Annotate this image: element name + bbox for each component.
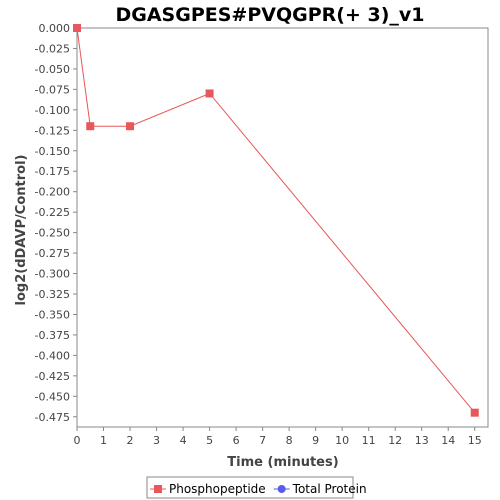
y-axis-label: log2(dDAVP/Control)	[14, 155, 29, 306]
y-tick-label: -0.475	[35, 411, 70, 424]
x-tick-label: 15	[468, 434, 482, 447]
y-tick-label: -0.325	[35, 288, 70, 301]
data-point	[86, 122, 95, 131]
x-tick-label: 6	[233, 434, 240, 447]
x-tick-label: 14	[441, 434, 455, 447]
x-tick-label: 0	[74, 434, 81, 447]
data-point	[73, 24, 81, 32]
y-tick-label: -0.250	[35, 227, 70, 240]
legend-marker	[277, 485, 286, 493]
legend: Phosphopeptide Total Protein	[146, 476, 367, 499]
x-tick-label: 11	[362, 434, 376, 447]
y-tick-label: -0.025	[35, 42, 70, 55]
x-tick-label: 2	[127, 434, 134, 447]
y-tick-label: -0.200	[35, 186, 70, 199]
y-tick-label: -0.300	[35, 268, 70, 281]
y-tick-label: -0.075	[35, 83, 70, 96]
y-tick-label: -0.275	[35, 247, 70, 260]
x-axis-label: Time (minutes)	[227, 455, 338, 470]
x-axis: 0 1 2 3 4 5 6 7 8 9 10 11 12 13 14 15	[74, 427, 482, 447]
chart-title: DGASGPES#PVQGPR(+ 3)_v1	[115, 4, 424, 26]
x-tick-label: 3	[153, 434, 160, 447]
x-tick-label: 1	[100, 434, 107, 447]
y-tick-label: -0.050	[35, 63, 70, 76]
data-point	[470, 408, 479, 417]
legend-label: Phosphopeptide	[169, 482, 266, 496]
y-tick-label: -0.375	[35, 329, 70, 342]
y-tick-label: -0.425	[35, 370, 70, 383]
data-point	[126, 122, 135, 131]
legend-box	[146, 476, 354, 499]
y-tick-label: -0.150	[35, 145, 70, 158]
series-layer	[73, 24, 479, 417]
x-tick-label: 8	[286, 434, 293, 447]
x-tick-label: 4	[180, 434, 187, 447]
x-tick-label: 10	[335, 434, 349, 447]
x-tick-label: 7	[259, 434, 266, 447]
legend-label: Total Protein	[292, 482, 367, 496]
y-tick-label: 0.000	[39, 22, 71, 35]
plot-area	[76, 27, 489, 428]
x-tick-label: 5	[206, 434, 213, 447]
y-tick-label: -0.400	[35, 349, 70, 362]
x-tick-label: 12	[388, 434, 402, 447]
y-tick-label: -0.125	[35, 124, 70, 137]
x-tick-label: 13	[415, 434, 429, 447]
y-axis: 0.000 -0.025 -0.050 -0.075 -0.100 -0.125 -0.15…	[35, 22, 77, 424]
data-point	[205, 89, 214, 98]
x-tick-label: 9	[312, 434, 319, 447]
y-tick-label: -0.350	[35, 308, 70, 321]
y-tick-label: -0.225	[35, 206, 70, 219]
y-tick-label: -0.450	[35, 390, 70, 403]
y-tick-label: -0.100	[35, 104, 70, 117]
y-tick-label: -0.175	[35, 165, 70, 178]
legend-marker	[154, 485, 162, 493]
